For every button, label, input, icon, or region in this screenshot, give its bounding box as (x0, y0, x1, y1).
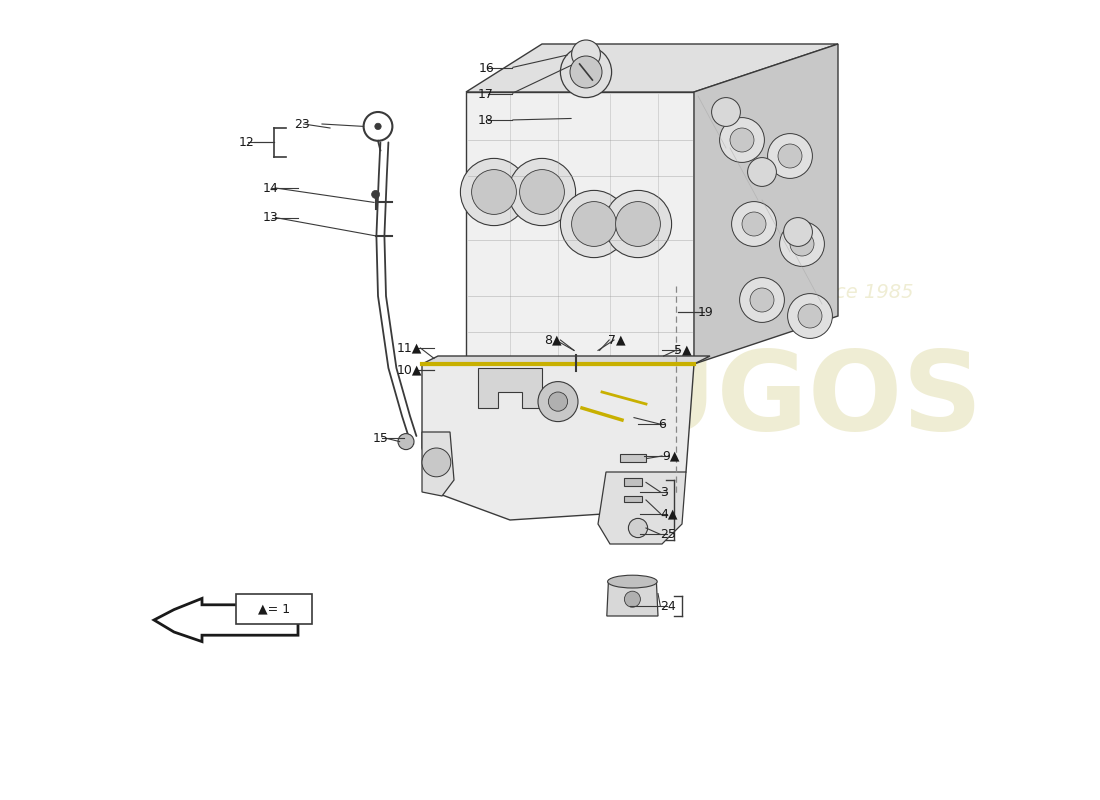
Circle shape (398, 434, 414, 450)
Polygon shape (607, 582, 658, 616)
Text: ▲= 1: ▲= 1 (258, 602, 290, 615)
Circle shape (472, 170, 516, 214)
Circle shape (768, 134, 813, 178)
Circle shape (730, 128, 754, 152)
Circle shape (375, 123, 382, 130)
Circle shape (739, 278, 784, 322)
Polygon shape (422, 356, 710, 364)
Text: 11▲: 11▲ (397, 342, 422, 354)
Circle shape (538, 382, 578, 422)
Text: 13: 13 (262, 211, 278, 224)
Polygon shape (466, 44, 838, 92)
Circle shape (780, 222, 824, 266)
Text: 23: 23 (295, 118, 310, 130)
Text: 4▲: 4▲ (660, 507, 678, 520)
Polygon shape (422, 432, 454, 496)
Text: 15: 15 (373, 432, 388, 445)
Circle shape (461, 158, 528, 226)
Circle shape (372, 190, 379, 198)
Text: 2UGOS: 2UGOS (549, 346, 982, 454)
Circle shape (422, 448, 451, 477)
Circle shape (572, 202, 616, 246)
Circle shape (732, 202, 777, 246)
Circle shape (604, 190, 672, 258)
Polygon shape (620, 454, 646, 462)
Circle shape (783, 218, 813, 246)
Text: 17: 17 (478, 88, 494, 101)
Polygon shape (694, 44, 838, 364)
Circle shape (748, 158, 777, 186)
Text: 19: 19 (698, 306, 714, 318)
Circle shape (712, 98, 740, 126)
Circle shape (798, 304, 822, 328)
Polygon shape (624, 496, 642, 502)
Circle shape (790, 232, 814, 256)
Circle shape (572, 40, 601, 69)
Polygon shape (478, 368, 542, 408)
Text: 12: 12 (239, 136, 254, 149)
Ellipse shape (607, 575, 657, 588)
Text: a passion for parts since 1985: a passion for parts since 1985 (618, 282, 913, 302)
Text: 25: 25 (660, 528, 676, 541)
Text: 8▲: 8▲ (544, 334, 562, 346)
Text: 16: 16 (478, 62, 494, 74)
Text: 5▲: 5▲ (674, 344, 692, 357)
Text: 14: 14 (262, 182, 278, 194)
Circle shape (750, 288, 774, 312)
Text: 18: 18 (478, 114, 494, 126)
Circle shape (560, 46, 612, 98)
Circle shape (549, 392, 568, 411)
Circle shape (788, 294, 833, 338)
Circle shape (519, 170, 564, 214)
Circle shape (778, 144, 802, 168)
Polygon shape (598, 472, 686, 544)
Text: 24: 24 (660, 600, 676, 613)
Circle shape (570, 56, 602, 88)
Text: 6: 6 (658, 418, 666, 430)
Bar (236, 594, 312, 624)
Circle shape (508, 158, 575, 226)
Circle shape (742, 212, 766, 236)
Polygon shape (624, 478, 642, 486)
Text: 3: 3 (660, 486, 669, 498)
Polygon shape (422, 364, 694, 520)
Circle shape (625, 591, 640, 607)
Circle shape (616, 202, 660, 246)
Polygon shape (154, 598, 298, 642)
Polygon shape (466, 92, 694, 364)
Circle shape (719, 118, 764, 162)
Text: 9▲: 9▲ (662, 450, 680, 462)
Circle shape (560, 190, 628, 258)
Text: 7▲: 7▲ (607, 334, 625, 346)
Text: 10▲: 10▲ (396, 363, 422, 376)
Circle shape (628, 518, 648, 538)
